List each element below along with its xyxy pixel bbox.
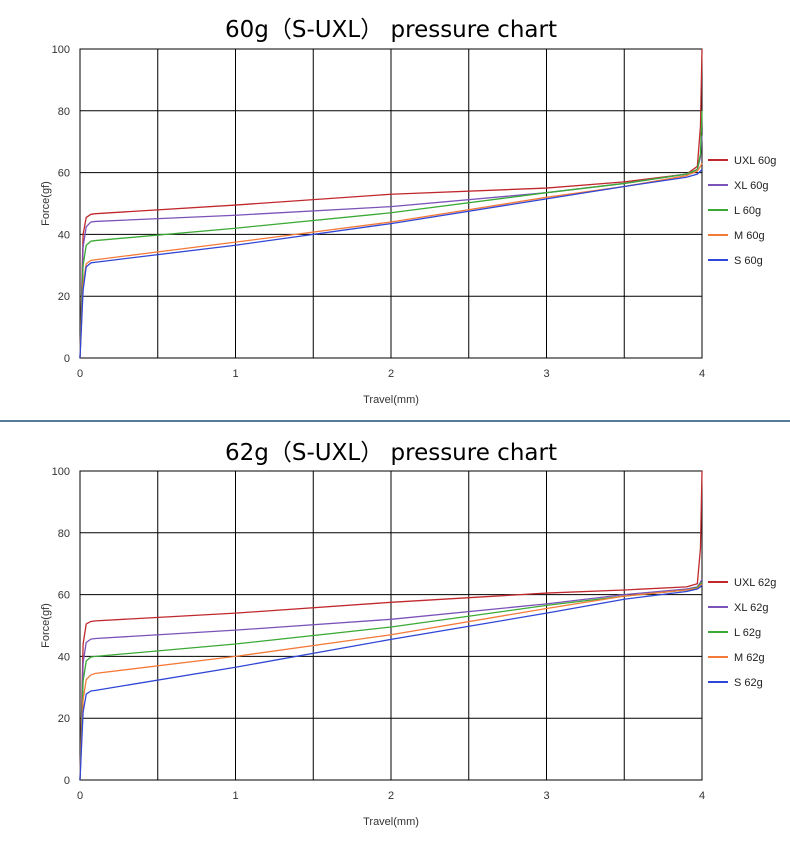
chart-0-title: 60g（S-UXL） pressure chart — [225, 17, 557, 43]
chart-0-y-tick-label: 80 — [58, 106, 70, 118]
chart-0-y-tick-label: 20 — [58, 291, 70, 303]
chart-1-plot-area — [79, 470, 703, 781]
chart-1-y-tick-label: 80 — [58, 528, 70, 540]
chart-1-legend-label-l: L 62g — [734, 627, 761, 639]
chart-62g: 62g（S-UXL） pressure chart 0 20 40 60 80 100 0 1 2… — [40, 440, 776, 828]
chart-1-title: 62g（S-UXL） pressure chart — [225, 440, 557, 466]
chart-0-y-tick-label: 40 — [58, 229, 70, 241]
chart-0-x-tick-label: 2 — [388, 368, 394, 380]
chart-0-legend-label-l: L 60g — [734, 205, 761, 217]
chart-1-series-line-s — [79, 584, 703, 781]
chart-60g: 60g（S-UXL） pressure chart 0 20 40 60 80 100 0 1 2… — [40, 17, 776, 406]
chart-1-y-tick-label: 40 — [58, 651, 70, 663]
chart-0-y-tick-label: 60 — [58, 168, 70, 180]
chart-0-series-line-s — [79, 169, 703, 359]
chart-0-plot-area — [79, 48, 703, 359]
chart-1-y-tick-label: 100 — [52, 466, 70, 478]
chart-1-y-axis-label: Force(gf) — [40, 603, 52, 648]
chart-0-series-line-m — [79, 163, 703, 359]
chart-1-legend-label-s: S 62g — [734, 677, 763, 689]
chart-1-legend-label-m: M 62g — [734, 652, 765, 664]
chart-0-legend-label-m: M 60g — [734, 230, 765, 242]
chart-1-x-tick-label: 4 — [699, 790, 705, 802]
chart-0-y-axis-label: Force(gf) — [40, 181, 52, 226]
chart-1-x-tick-label: 1 — [232, 790, 238, 802]
chart-0-x-tick-label: 3 — [543, 368, 549, 380]
chart-0-legend-label-uxl: UXL 60g — [734, 155, 776, 167]
chart-1-x-tick-label: 0 — [77, 790, 83, 802]
chart-0-x-tick-label: 1 — [232, 368, 238, 380]
chart-0-x-tick-label: 4 — [699, 368, 705, 380]
chart-0-y-tick-label: 0 — [64, 353, 70, 365]
chart-1-y-tick-label: 20 — [58, 713, 70, 725]
chart-1-series-line-l — [79, 581, 703, 781]
chart-1-y-tick-label: 60 — [58, 590, 70, 602]
chart-0-series-line-l — [79, 110, 703, 359]
chart-0-legend-label-xl: XL 60g — [734, 180, 768, 192]
chart-1-x-axis-label: Travel(mm) — [363, 816, 419, 828]
chart-0-x-axis-label: Travel(mm) — [363, 394, 419, 406]
chart-0-x-tick-label: 0 — [77, 368, 83, 380]
chart-1-x-tick-label: 2 — [388, 790, 394, 802]
chart-0-y-tick-label: 100 — [52, 44, 70, 56]
chart-1-series-line-uxl — [79, 470, 703, 781]
chart-1-legend-label-uxl: UXL 62g — [734, 577, 776, 589]
chart-1-legend-label-xl: XL 62g — [734, 602, 768, 614]
chart-1-y-tick-label: 0 — [64, 775, 70, 787]
chart-0-legend-label-s: S 60g — [734, 255, 763, 267]
chart-1-x-tick-label: 3 — [543, 790, 549, 802]
